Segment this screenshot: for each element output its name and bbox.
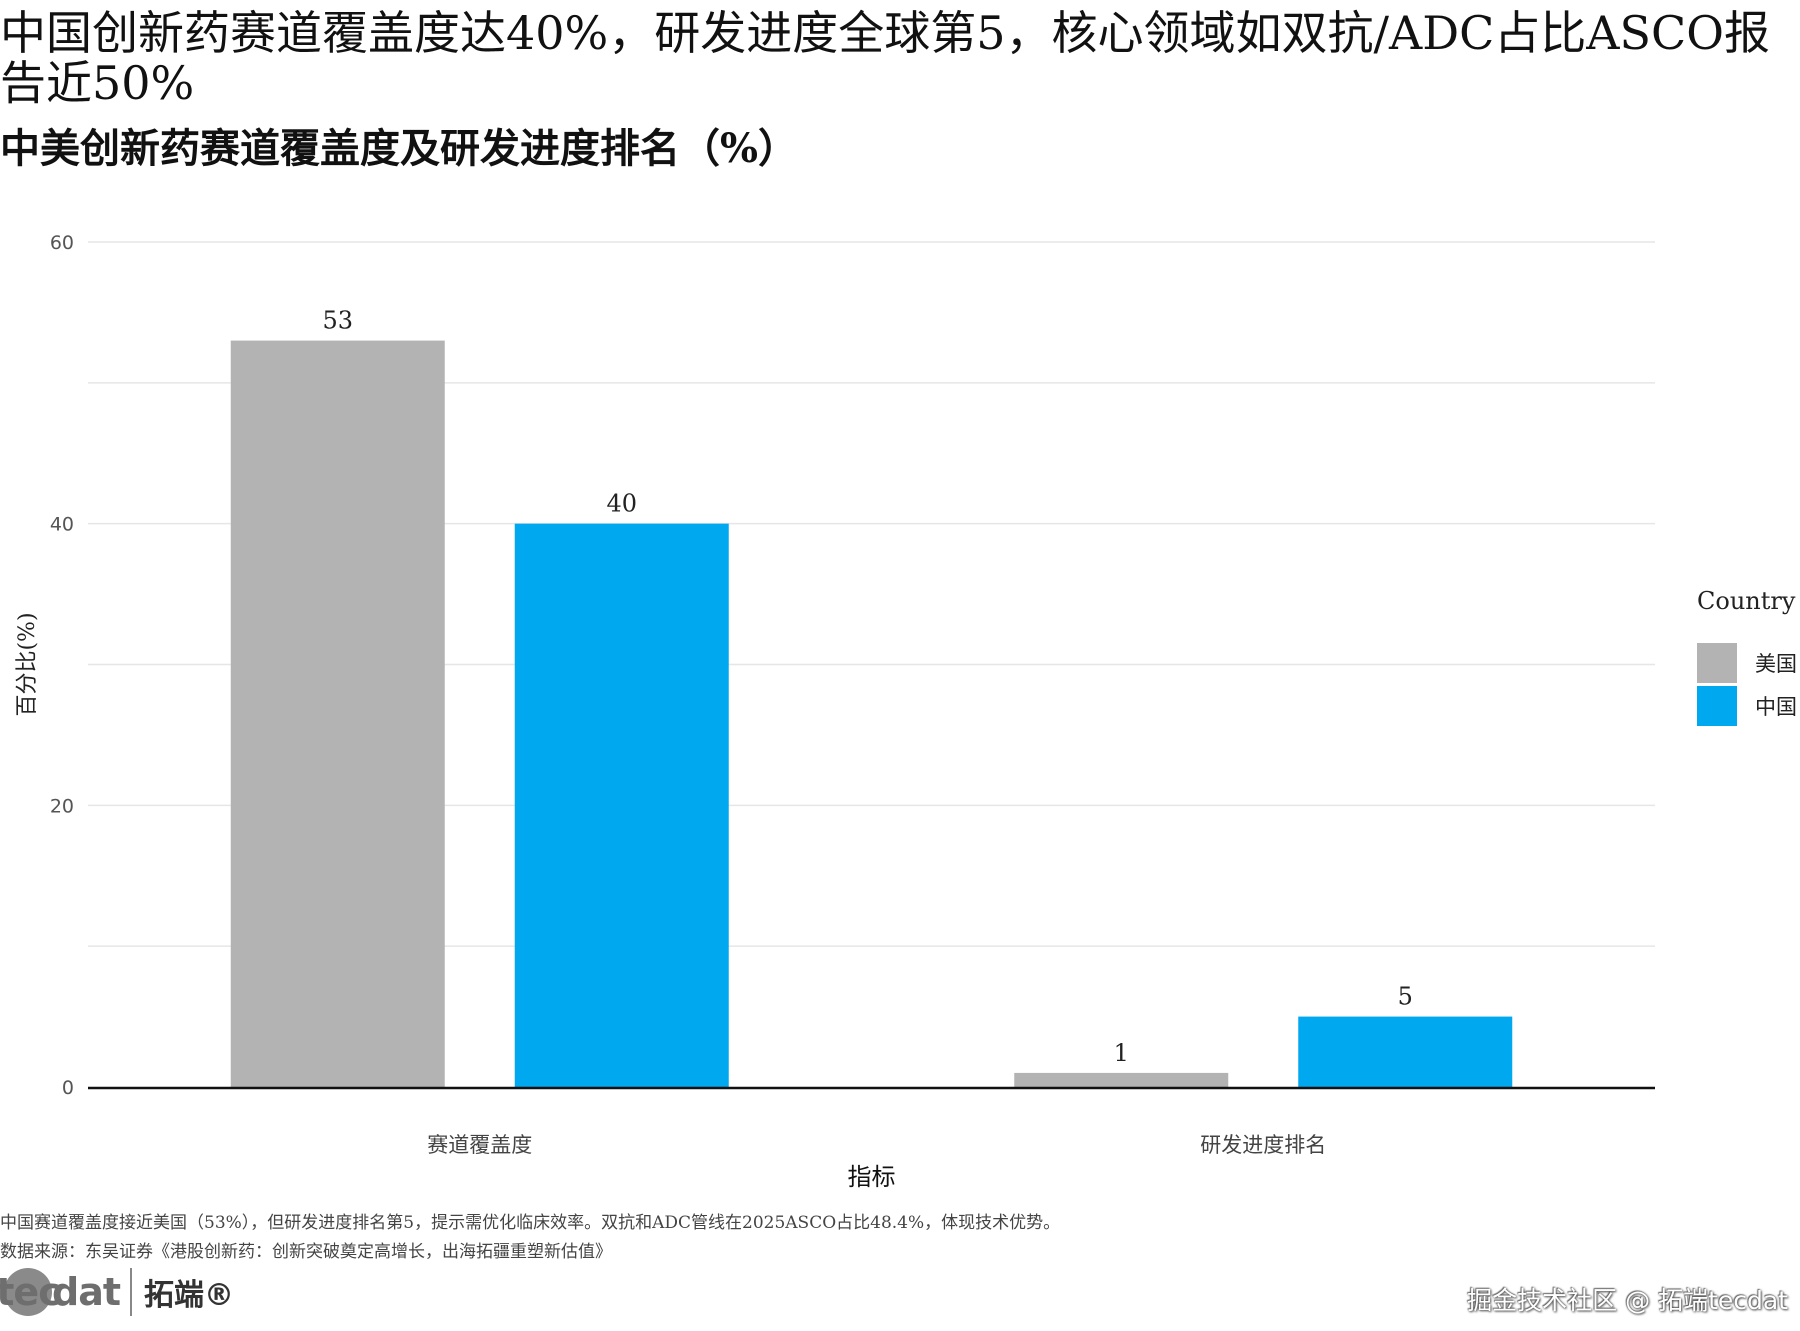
bar	[1298, 1016, 1513, 1087]
logo-divider	[130, 1268, 133, 1316]
bar-value-label: 1	[1114, 1039, 1129, 1067]
y-tick-label: 20	[50, 795, 74, 817]
logo-circle-icon: tec	[0, 1268, 61, 1316]
y-tick-label: 60	[50, 232, 74, 254]
y-axis-title: 百分比(%)	[15, 612, 40, 716]
y-tick-label: 0	[62, 1077, 74, 1099]
chart-title: 中国创新药赛道覆盖度达40%，研发进度全球第5，核心领域如双抗/ADC占比ASC…	[0, 6, 1770, 110]
bar	[514, 523, 729, 1087]
bar	[1014, 1072, 1229, 1087]
legend-label: 中国	[1755, 695, 1797, 719]
legend-title: Country	[1697, 587, 1796, 615]
bar-value-label: 53	[322, 307, 353, 335]
logo-chinese: 拓端®	[144, 1278, 235, 1313]
chart-subtitle: 中美创新药赛道覆盖度及研发进度排名（%）	[0, 125, 799, 172]
logo-suffix: dat	[52, 1270, 121, 1314]
x-axis-title: 指标	[848, 1163, 896, 1191]
y-tick-label: 40	[50, 514, 74, 536]
bar-value-label: 5	[1398, 983, 1413, 1011]
x-tick-label: 赛道覆盖度	[427, 1133, 532, 1157]
logo-prefix: tec	[0, 1270, 61, 1314]
x-tick-label: 研发进度排名	[1200, 1133, 1326, 1157]
tecdat-logo: tec dat 拓端®	[0, 1262, 235, 1322]
legend-key	[1697, 643, 1737, 683]
bar-value-label: 40	[606, 490, 637, 518]
data-source: 数据来源：东吴证券《港股创新药：创新突破奠定高增长，出海拓疆重塑新估值》	[0, 1242, 612, 1262]
watermark: 掘金技术社区 @ 拓端tecdat	[1467, 1286, 1788, 1315]
bar	[230, 340, 445, 1087]
legend-key	[1697, 686, 1737, 726]
legend-label: 美国	[1755, 652, 1797, 676]
chart-note: 中国赛道覆盖度接近美国（53%），但研发进度排名第5，提示需优化临床效率。双抗和…	[0, 1213, 1061, 1233]
